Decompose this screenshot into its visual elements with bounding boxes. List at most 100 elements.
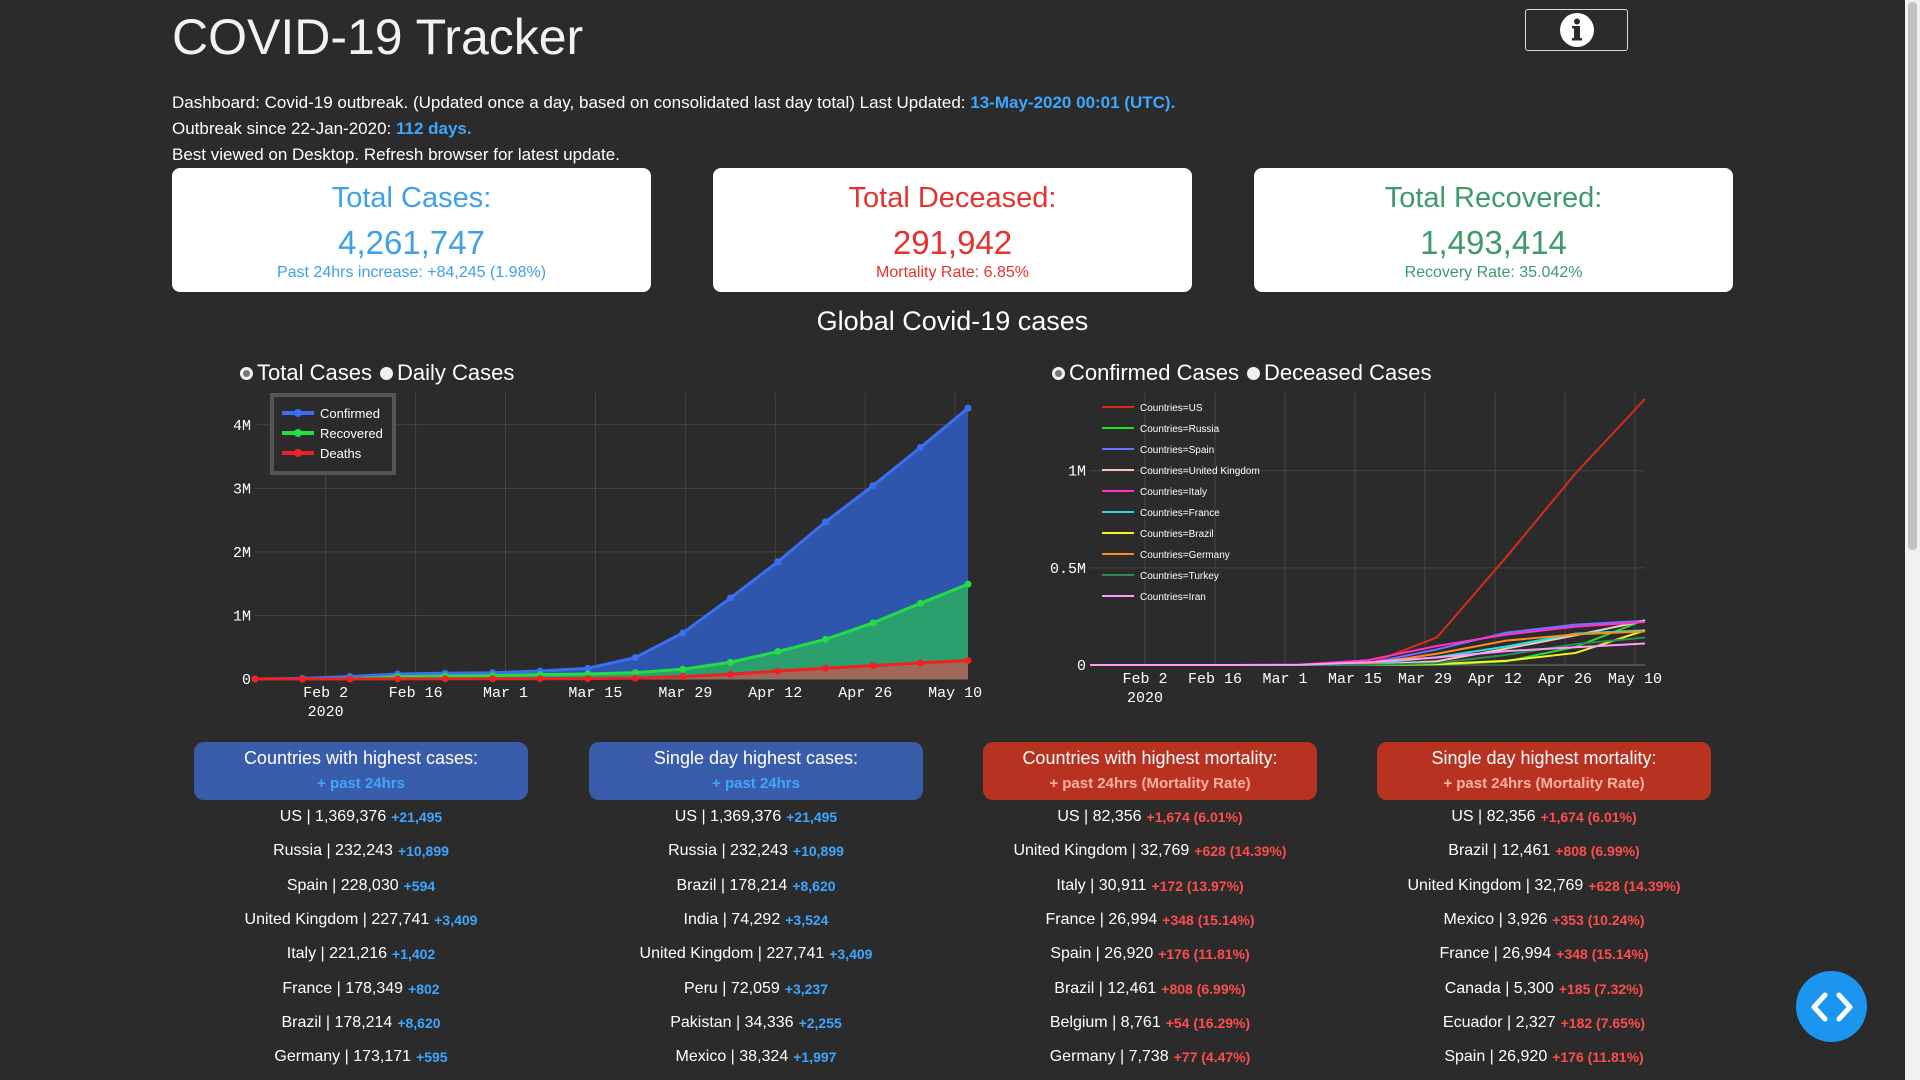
total-recovered-card: Total Recovered: 1,493,414 Recovery Rate…: [1254, 168, 1733, 292]
x-tick-label: Mar 1: [1262, 671, 1307, 688]
country-total: India | 74,292: [683, 911, 781, 929]
radio-total-cases[interactable]: Total Cases: [240, 360, 372, 386]
info-text-2: Outbreak since 22-Jan-2020:: [172, 119, 392, 138]
country-confirmed-chart[interactable]: Feb 2 Feb 16 Mar 1 Mar 15 Mar 29 Apr 12 Apr 26…: [1030, 385, 1680, 725]
info-outbreak-line: Outbreak since 22-Jan-2020: 112 days.: [172, 119, 472, 139]
y-tick-label: 0: [242, 672, 251, 689]
data-point: [869, 619, 877, 627]
list-item: United Kingdom | 227,741 +3,409: [589, 937, 923, 971]
past-24h-increase: +176 (11.81%): [1552, 1049, 1644, 1066]
data-point: [821, 664, 829, 672]
past-24h-increase: +10,899: [792, 843, 844, 860]
y-tick-label: 0.5M: [1050, 561, 1086, 578]
list-item: Spain | 26,920 +176 (11.81%): [983, 937, 1317, 971]
series-line: [1089, 621, 1646, 666]
card-label: Total Recovered:: [1384, 182, 1603, 214]
single-day-mortality-list: US | 82,356 +1,674 (6.01%) Brazil | 12,461…: [1377, 800, 1711, 1074]
info-text-3: Best viewed on Desktop. Refresh browser …: [172, 145, 620, 164]
country-total: Brazil | 178,214: [676, 876, 788, 894]
x-tick-label: Mar 29: [658, 685, 712, 702]
info-updated-line: Dashboard: Covid-19 outbreak. (Updated o…: [172, 93, 1175, 113]
country-total: United Kingdom | 227,741: [244, 911, 430, 929]
x-tick-label: Apr 12: [748, 685, 802, 702]
card-sub: Past 24hrs increase: +84,245 (1.98%): [276, 264, 547, 281]
y-tick-label: 0: [1077, 658, 1086, 675]
legend-label: Countries=Italy: [1140, 487, 1207, 498]
data-point: [631, 669, 639, 677]
x-tick-label: Mar 15: [1328, 671, 1382, 688]
country-total: Spain | 228,030: [286, 876, 399, 894]
x-tick-label: Feb 2: [1122, 671, 1167, 688]
table-title: Single day highest mortality:: [1431, 748, 1657, 768]
past-24h-increase: +808 (6.99%): [1161, 980, 1246, 997]
past-24h-increase: +595: [416, 1049, 448, 1066]
country-total: Belgium | 8,761: [1049, 1013, 1161, 1031]
data-point: [251, 675, 259, 683]
legend-label: Countries=Russia: [1140, 424, 1220, 435]
list-item: Spain | 228,030 +594: [194, 869, 528, 903]
code-nav-button[interactable]: [1796, 971, 1867, 1042]
data-point: [964, 656, 972, 664]
radio-deceased-cases[interactable]: Deceased Cases: [1246, 360, 1432, 386]
page-scrollbar[interactable]: [1905, 0, 1920, 1080]
country-total: France | 26,994: [1439, 945, 1552, 963]
data-point: [679, 629, 687, 637]
right-chart-toggle: Confirmed Cases Deceased Cases: [1052, 360, 1440, 386]
data-point: [394, 675, 402, 683]
past-24h-increase: +3,524: [785, 912, 829, 929]
highest-mortality-list: US | 82,356 +1,674 (6.01%) United Kingdom …: [983, 800, 1317, 1074]
country-total: Brazil | 12,461: [1054, 979, 1157, 997]
past-24h-increase: +21,495: [391, 809, 443, 826]
country-total: United Kingdom | 32,769: [1407, 876, 1584, 894]
series-line-deaths: [254, 658, 969, 681]
card-value: 1,493,414: [1420, 224, 1567, 261]
radio-daily-cases[interactable]: Daily Cases: [379, 360, 514, 386]
last-updated-value: 13-May-2020 00:01 (UTC).: [970, 93, 1176, 112]
past-24h-increase: +1,674 (6.01%): [1146, 809, 1243, 826]
legend-label: Countries=United Kingdom: [1140, 466, 1260, 477]
past-24h-increase: +353 (10.24%): [1552, 912, 1645, 929]
chart-legend: Confirmed Recovered Deaths: [270, 393, 396, 475]
outbreak-days-value: 112 days.: [395, 119, 472, 138]
list-item: Brazil | 178,214 +8,620: [589, 869, 923, 903]
radio-dot-icon: [379, 366, 393, 380]
legend-marker: [294, 409, 302, 417]
chart-legend: Countries=US Countries=Russia Countries=Sp…: [1102, 403, 1260, 603]
x-tick-label: Mar 29: [1398, 671, 1452, 688]
past-24h-increase: +802: [408, 980, 440, 997]
list-item: Russia | 232,243 +10,899: [589, 834, 923, 868]
list-item: Belgium | 8,761 +54 (16.29%): [983, 1006, 1317, 1040]
card-label: Total Cases:: [331, 182, 492, 214]
code-brackets-icon: [1811, 992, 1852, 1021]
x-tick-label: May 10: [928, 685, 982, 702]
single-day-mortality-header: Single day highest mortality: + past 24h…: [1377, 742, 1711, 800]
scrollbar-thumb[interactable]: [1908, 2, 1917, 550]
data-point: [916, 443, 924, 451]
list-item: France | 178,349 +802: [194, 971, 528, 1005]
x-year-label: 2020: [1127, 690, 1163, 707]
legend-label: Countries=Brazil: [1140, 529, 1214, 540]
x-tick-label: Feb 2: [303, 685, 348, 702]
legend-label: Countries=Germany: [1140, 550, 1230, 561]
list-item: United Kingdom | 32,769 +628 (14.39%): [983, 834, 1317, 868]
radio-confirmed-cases[interactable]: Confirmed Cases: [1052, 360, 1239, 386]
past-24h-increase: +348 (15.14%): [1556, 946, 1649, 963]
country-total: Germany | 173,171: [274, 1048, 412, 1066]
x-tick-label: Feb 16: [1188, 671, 1242, 688]
legend-label: Countries=Iran: [1140, 592, 1206, 603]
total-cases-chart[interactable]: Feb 2 Feb 16 Mar 1 Mar 15 Mar 29 Apr 12 Apr 26…: [200, 385, 1000, 725]
legend-label: Recovered: [320, 426, 383, 441]
data-point: [869, 482, 877, 490]
card-sub: Recovery Rate: 35.042%: [1404, 264, 1583, 281]
section-title: Global Covid-19 cases: [816, 306, 1089, 336]
table-title: Countries with highest mortality:: [1022, 748, 1278, 768]
country-total: Spain | 26,920: [1050, 945, 1154, 963]
past-24h-increase: +808 (6.99%): [1555, 843, 1640, 860]
data-point: [869, 662, 877, 670]
info-button[interactable]: [1525, 9, 1628, 51]
list-item: Germany | 173,171 +595: [194, 1040, 528, 1074]
radio-label: Deceased Cases: [1263, 360, 1432, 385]
list-item: Pakistan | 34,336 +2,255: [589, 1006, 923, 1040]
data-point: [536, 675, 544, 683]
card-value: 291,942: [892, 224, 1013, 261]
